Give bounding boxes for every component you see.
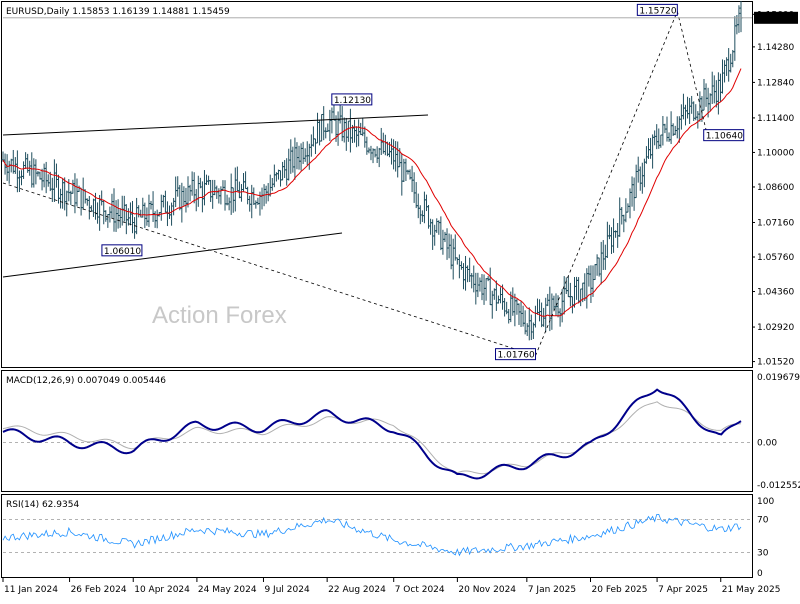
decline-trend-line: [2, 182, 536, 357]
date-tick-label: 9 Jul 2024: [264, 585, 309, 595]
macd-signal-line: [2, 401, 742, 475]
date-tick-label: 21 May 2025: [722, 585, 781, 595]
date-tick-label: 10 Apr 2024: [134, 585, 190, 595]
current-price-box: [754, 11, 798, 24]
price-tick-label: 1.01520: [757, 358, 794, 368]
lower-channel-line: [2, 232, 343, 278]
main-panel-frame: [1, 1, 753, 368]
price-annotation-box: [101, 244, 143, 257]
macd-tick-label: 0.00: [757, 439, 777, 449]
rsi-header: RSI(14) 62.9354: [6, 500, 79, 510]
price-tick-label: 1.04360: [757, 288, 794, 298]
date-tick-label: 24 May 2024: [198, 585, 257, 595]
price-annotation-label: 1.01760: [498, 351, 535, 361]
price-annotation-label: 1.10640: [706, 132, 743, 142]
price-annotation-label: 1.15720: [639, 6, 676, 16]
price-annotation-box: [636, 3, 678, 16]
price-annotation-box: [331, 93, 373, 106]
macd-tick-label: 0.019679: [757, 373, 800, 383]
price-plot: 1.12130 1.06010 1.01760 1.15720 1.10640: [1, 1, 745, 361]
price-tick-label: 1.10000: [757, 148, 794, 158]
macd-tick-label: -0.012552: [757, 481, 800, 491]
date-tick-label: 26 Feb 2024: [71, 585, 127, 595]
current-price-label: 1.15459: [757, 14, 794, 24]
price-annotation-label: 1.06010: [104, 247, 141, 257]
date-tick-label: 7 Apr 2025: [658, 585, 708, 595]
price-tick-label: 1.11400: [757, 114, 794, 124]
price-tick-label: 1.08600: [757, 183, 794, 193]
date-tick-label: 7 Jan 2025: [528, 585, 576, 595]
rsi-panel-frame: [1, 494, 753, 578]
macd-panel-frame: [1, 370, 753, 492]
price-tick-label: 1.02920: [757, 323, 794, 333]
axes: 1.156001.142801.128401.114001.100001.086…: [2, 10, 800, 595]
date-tick-label: 7 Oct 2024: [395, 585, 445, 595]
main-header: EURUSD,Daily 1.15853 1.16139 1.14881 1.1…: [6, 7, 230, 17]
macd-line: [2, 388, 742, 480]
price-tick-label: 1.05760: [757, 253, 794, 263]
date-tick-label: 11 Jan 2024: [4, 585, 58, 595]
date-tick-label: 20 Nov 2024: [458, 585, 516, 595]
rsi-tick-label: 0: [757, 569, 763, 579]
rsi-plot: [2, 513, 752, 557]
price-tick-label: 1.12840: [757, 78, 794, 88]
date-tick-label: 20 Feb 2025: [592, 585, 648, 595]
macd-header: MACD(12,26,9) 0.007049 0.005446: [6, 376, 166, 386]
rsi-tick-label: 30: [757, 548, 769, 558]
watermark: Action Forex: [152, 302, 287, 329]
rsi-tick-label: 100: [757, 497, 774, 507]
upper-channel-line: [2, 114, 429, 136]
price-tick-label: 1.07160: [757, 218, 794, 228]
price-tick-label: 1.14280: [757, 43, 794, 53]
rally-trend-line: [535, 11, 678, 356]
moving-average-line: [2, 68, 742, 317]
price-annotation-box: [495, 348, 537, 361]
rsi-tick-label: 70: [757, 516, 769, 526]
price-annotation-box: [703, 129, 745, 142]
pullback-trend-line: [676, 11, 709, 137]
price-annotation-label: 1.12130: [334, 96, 371, 106]
macd-plot: [2, 388, 752, 480]
rsi-line: [2, 513, 742, 557]
date-tick-label: 22 Aug 2024: [328, 585, 386, 595]
